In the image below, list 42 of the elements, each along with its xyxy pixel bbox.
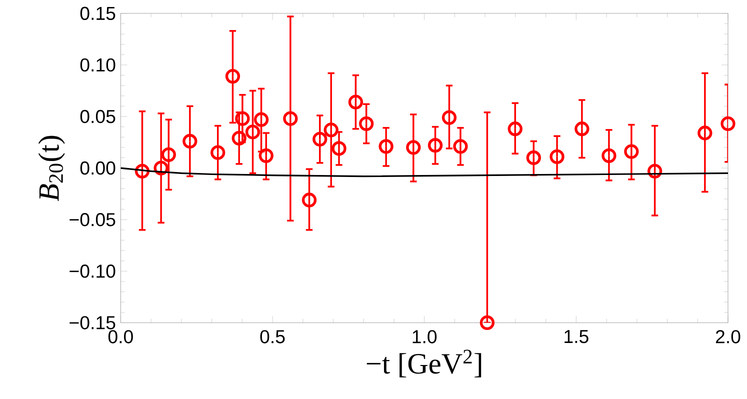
- y-tick-label: 0.10: [80, 58, 116, 72]
- point: [508, 122, 522, 136]
- y-tick-label: 0.05: [80, 110, 116, 124]
- y-axis-title: B$_{20}$(t): [38, 136, 65, 202]
- point: [574, 122, 590, 136]
- point: [698, 126, 712, 140]
- point: [453, 139, 468, 154]
- point: [428, 138, 443, 153]
- x-tick-label: 1.5: [564, 330, 588, 344]
- x-tick-label: 1.0: [412, 330, 437, 344]
- point: [258, 148, 274, 164]
- point: [283, 111, 298, 126]
- point: [225, 68, 240, 84]
- x-tick-label: 2.0: [716, 330, 740, 344]
- y-tick-label: 0.00: [80, 161, 116, 175]
- x-axis-title: −t [GeV$^{2}$]: [366, 350, 482, 378]
- point: [312, 132, 328, 147]
- point: [720, 116, 736, 132]
- y-tick-label: 0.15: [80, 6, 116, 20]
- x-tick-label: 0.0: [108, 330, 133, 344]
- point: [359, 116, 374, 132]
- point: [406, 140, 421, 155]
- point: [254, 112, 269, 127]
- y-tick-label: −0.05: [70, 212, 116, 226]
- x-tick-label: 0.5: [260, 330, 285, 344]
- point: [302, 192, 317, 208]
- y-tick-label: −0.10: [70, 264, 116, 278]
- point: [378, 139, 394, 154]
- point: [480, 315, 495, 330]
- point: [332, 141, 346, 156]
- y-tick-label: −0.15: [70, 316, 116, 330]
- point: [647, 164, 662, 178]
- point: [235, 111, 250, 126]
- point: [182, 134, 198, 149]
- point: [232, 130, 246, 146]
- point: [442, 110, 457, 125]
- point: [210, 145, 226, 160]
- point: [602, 148, 616, 164]
- point: [550, 149, 564, 164]
- point: [161, 147, 176, 162]
- point: [526, 150, 541, 166]
- point: [624, 144, 639, 159]
